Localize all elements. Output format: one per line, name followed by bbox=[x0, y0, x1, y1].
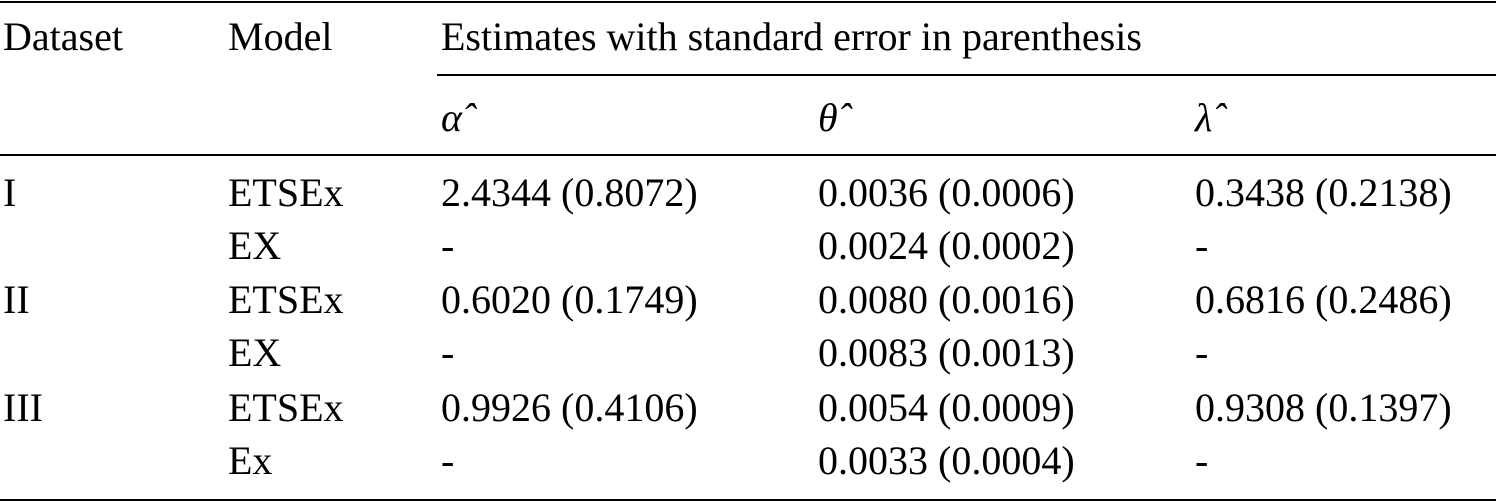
estimate-cell: - bbox=[441, 223, 455, 268]
header-cell: Dataset bbox=[3, 14, 123, 59]
estimate-cell: 0.6020 (0.1749) bbox=[441, 277, 698, 322]
group-rule bbox=[437, 74, 1496, 76]
parameter-header: α̂ bbox=[441, 95, 462, 140]
model-cell: ETSEx bbox=[228, 170, 344, 215]
estimate-cell: 0.0033 (0.0004) bbox=[818, 438, 1075, 483]
estimate-cell: 0.3438 (0.2138) bbox=[1195, 170, 1452, 215]
model-cell: EX bbox=[228, 223, 282, 268]
estimate-cell: - bbox=[441, 330, 455, 375]
dataset-cell: II bbox=[3, 277, 30, 322]
estimate-cell: 0.0036 (0.0006) bbox=[818, 170, 1075, 215]
model-cell: ETSEx bbox=[228, 277, 344, 322]
estimate-cell: - bbox=[1195, 223, 1209, 268]
header-cell: Estimates with standard error in parenth… bbox=[441, 14, 1142, 59]
estimate-cell: 2.4344 (0.8072) bbox=[441, 170, 698, 215]
model-cell: EX bbox=[228, 330, 282, 375]
estimate-cell: 0.9308 (0.1397) bbox=[1195, 385, 1452, 430]
header-rule bbox=[0, 154, 1496, 156]
estimate-cell: 0.0024 (0.0002) bbox=[818, 223, 1075, 268]
model-cell: ETSEx bbox=[228, 385, 344, 430]
parameter-header: θ̂ bbox=[818, 95, 838, 140]
dataset-cell: III bbox=[3, 385, 43, 430]
estimate-cell: - bbox=[441, 438, 455, 483]
estimate-cell: 0.6816 (0.2486) bbox=[1195, 277, 1452, 322]
dataset-cell: I bbox=[3, 170, 17, 215]
bottom-rule bbox=[0, 499, 1496, 501]
parameter-header: λ̂ bbox=[1195, 95, 1213, 140]
estimate-cell: 0.0054 (0.0009) bbox=[818, 385, 1075, 430]
top-rule bbox=[0, 1, 1496, 3]
estimate-cell: 0.0080 (0.0016) bbox=[818, 277, 1075, 322]
estimate-cell: - bbox=[1195, 330, 1209, 375]
estimate-cell: 0.9926 (0.4106) bbox=[441, 385, 698, 430]
header-cell: Model bbox=[228, 14, 333, 59]
model-cell: Ex bbox=[228, 438, 273, 483]
estimate-cell: - bbox=[1195, 438, 1209, 483]
estimate-cell: 0.0083 (0.0013) bbox=[818, 330, 1075, 375]
